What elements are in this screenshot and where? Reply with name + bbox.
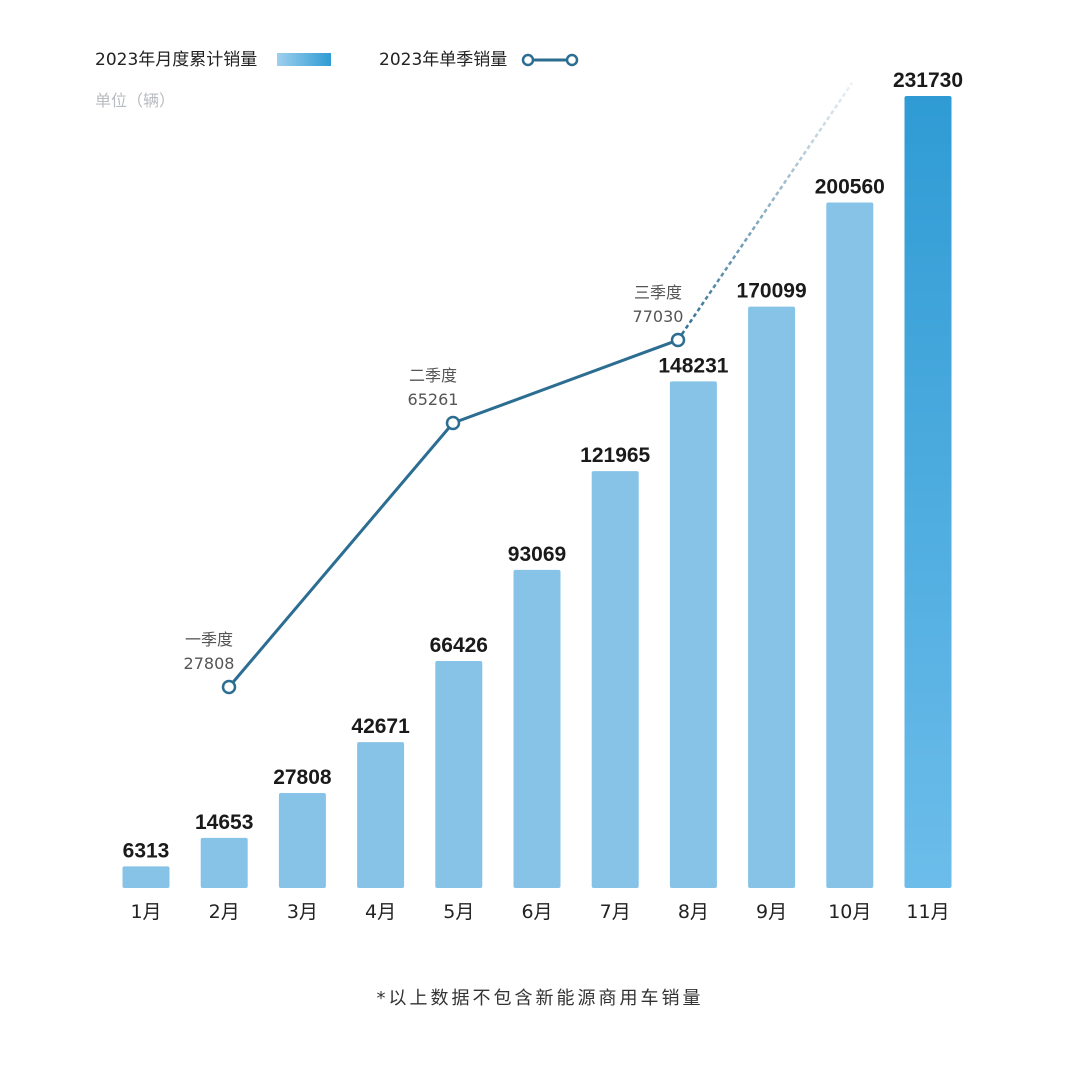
x-tick-label-11: 11月	[906, 901, 949, 923]
x-tick-label-8: 8月	[678, 901, 709, 923]
quarter-point-1	[221, 679, 237, 695]
unit-label: 单位（辆）	[95, 91, 175, 110]
quarter-point-2	[445, 415, 461, 431]
bar-value-label-8: 148231	[658, 354, 728, 377]
bar-value-label-11: 231730	[893, 69, 963, 92]
bar-value-label-2: 14653	[195, 811, 253, 834]
x-tick-label-4: 4月	[365, 901, 396, 923]
quarter-name-label-2: 二季度	[409, 366, 457, 385]
x-tick-label-2: 2月	[209, 901, 240, 923]
quarter-name-label-1: 一季度	[185, 630, 233, 649]
x-tick-label-6: 6月	[521, 901, 552, 923]
x-tick-label-10: 10月	[828, 901, 871, 923]
bar-value-label-4: 42671	[351, 715, 410, 738]
footnote: *以上数据不包含新能源商用车销量	[377, 988, 704, 1009]
quarter-line-projection	[676, 82, 854, 341]
quarter-value-label-3: 77030	[633, 307, 684, 326]
bar-2	[200, 837, 248, 888]
legend-bar-swatch	[277, 53, 331, 66]
bar-8	[669, 381, 717, 888]
bar-4	[357, 742, 405, 888]
bar-5	[435, 660, 483, 888]
bar-10	[826, 202, 874, 888]
x-tick-label-9: 9月	[756, 901, 787, 923]
bar-value-label-3: 27808	[273, 766, 332, 789]
legend-bar-label: 2023年月度累计销量	[95, 50, 257, 70]
bar-value-label-1: 6313	[123, 839, 170, 862]
bar-value-label-7: 121965	[580, 444, 650, 467]
quarter-name-label-3: 三季度	[634, 283, 682, 302]
bars-group: 6313 1月 14653 2月 27808 3月 42671 4月 66426 5月 93069 6…	[122, 69, 963, 923]
bar-value-label-10: 200560	[815, 176, 885, 199]
legend-line-label: 2023年单季销量	[379, 50, 507, 70]
legend-line-swatch	[521, 53, 579, 67]
bar-9	[748, 306, 796, 888]
x-tick-label-5: 5月	[443, 901, 474, 923]
x-tick-label-3: 3月	[287, 901, 318, 923]
bar-11	[904, 96, 952, 888]
quarter-line-group: 一季度 27808 二季度 65261 三季度 77030	[184, 82, 854, 695]
bar-value-label-6: 93069	[508, 543, 566, 566]
bar-6	[513, 569, 561, 888]
bar-1	[122, 866, 170, 888]
x-tick-label-1: 1月	[130, 901, 161, 923]
bar-value-label-5: 66426	[430, 634, 488, 657]
bar-3	[278, 792, 326, 888]
quarter-value-label-2: 65261	[408, 390, 459, 409]
bar-value-label-9: 170099	[737, 280, 807, 303]
quarter-value-label-1: 27808	[184, 654, 235, 673]
x-tick-label-7: 7月	[600, 901, 631, 923]
bar-7	[591, 471, 639, 888]
quarter-point-3	[670, 332, 686, 348]
